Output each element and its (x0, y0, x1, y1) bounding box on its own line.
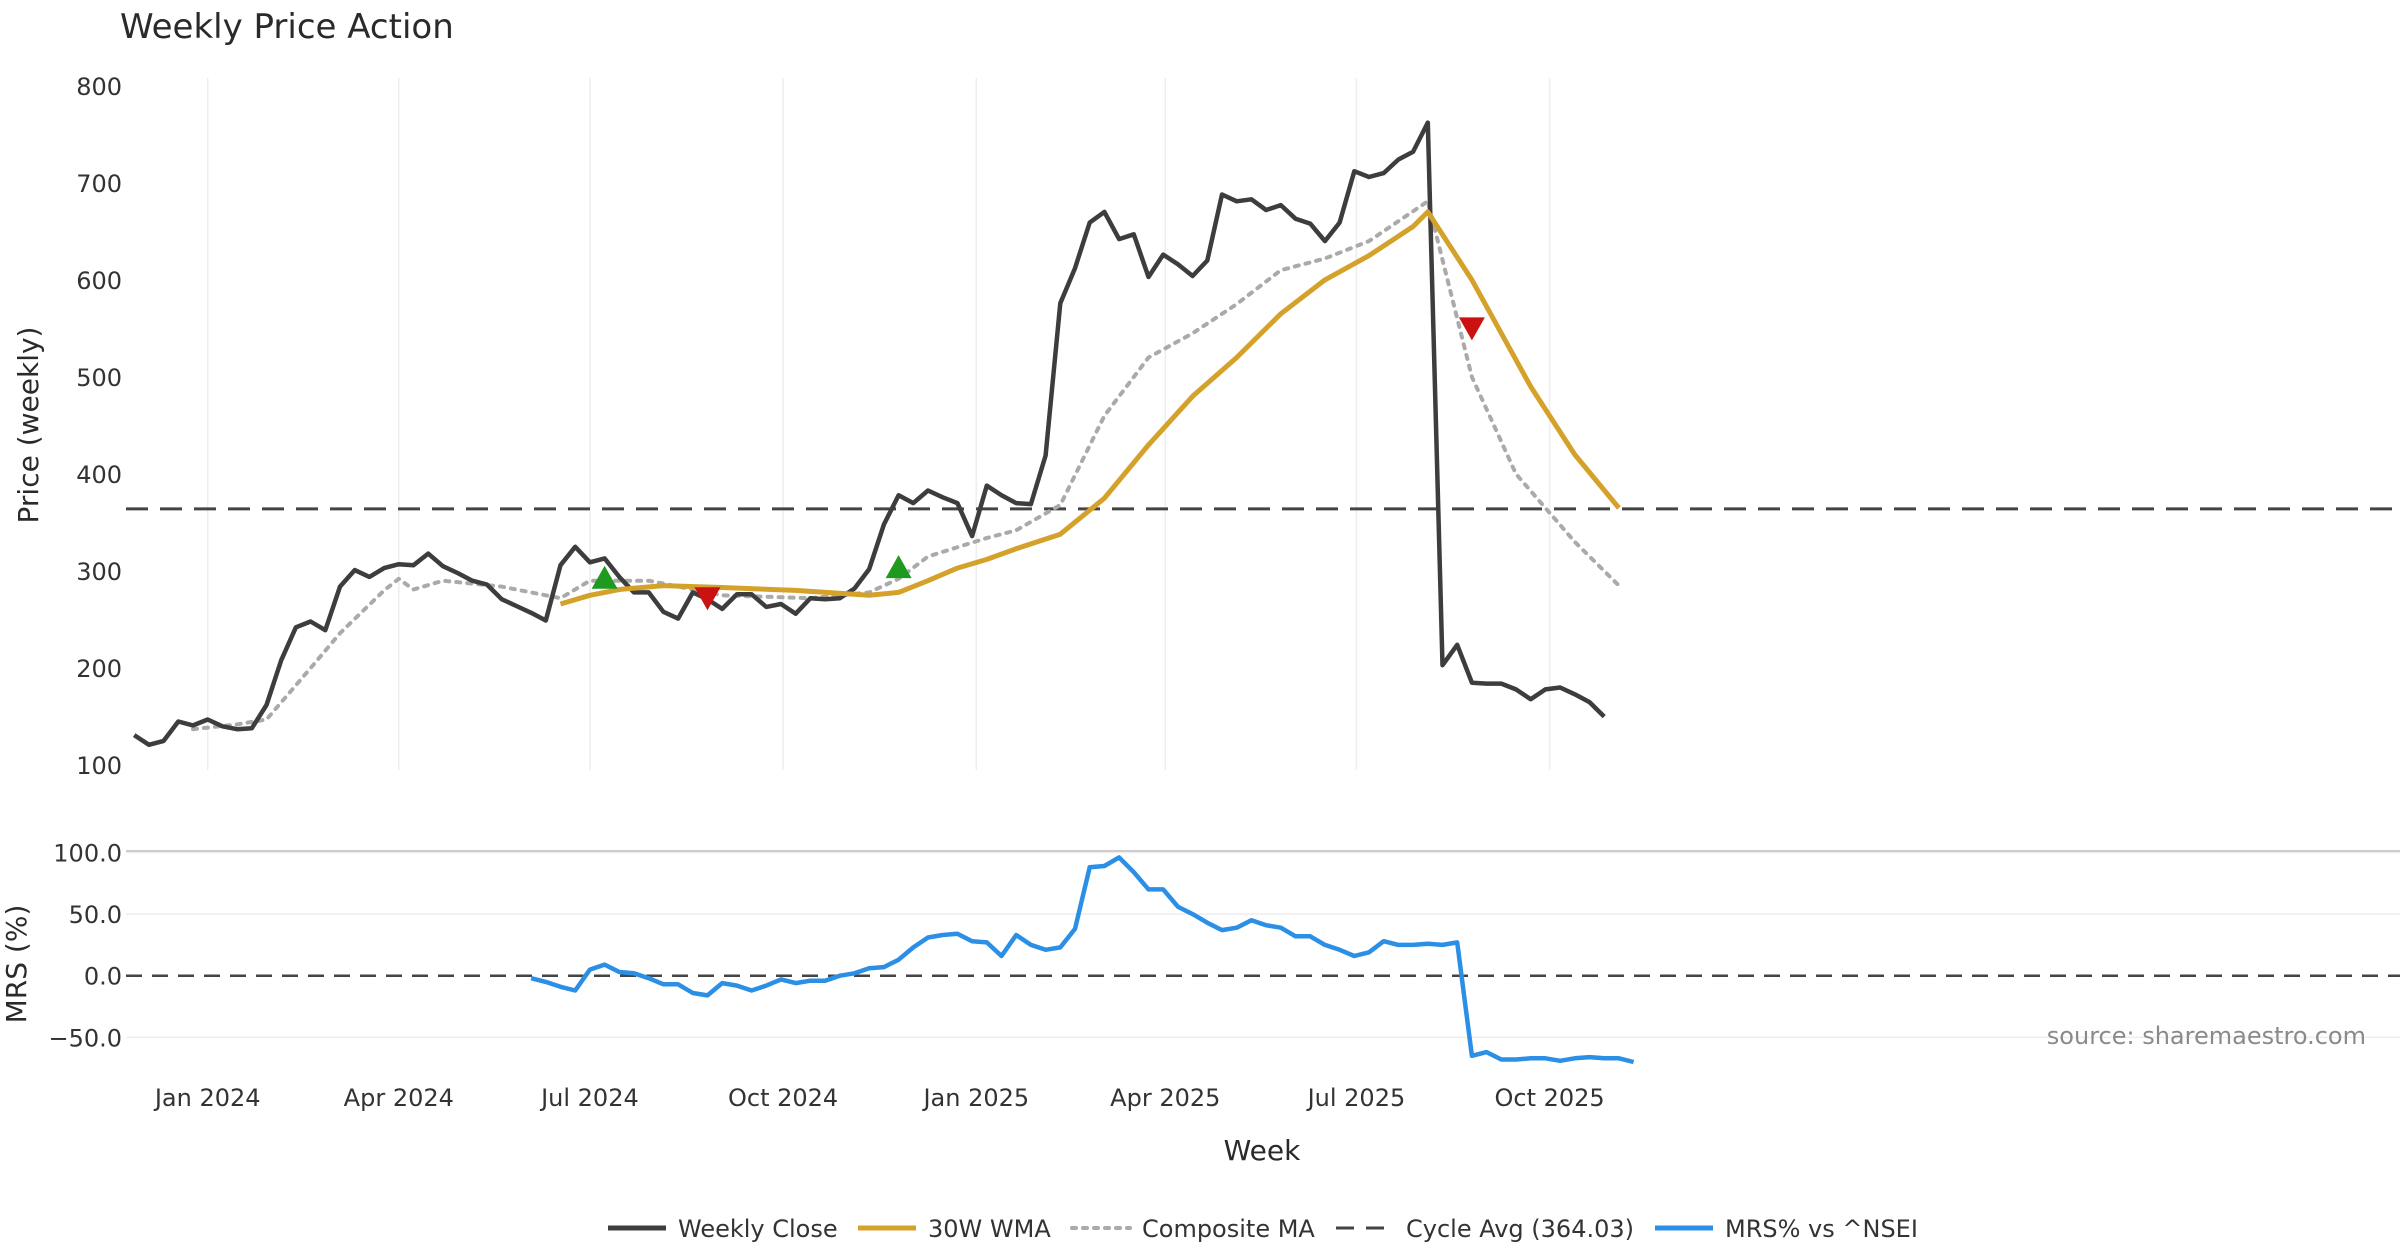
mrs-line (530, 855, 1635, 1065)
mrs-tick-label: 0.0 (84, 963, 122, 991)
price-tick-label: 600 (76, 267, 122, 295)
composite-ma-line (191, 199, 1621, 732)
x-tick-label: Jan 2025 (921, 1084, 1029, 1112)
x-axis-title: Week (1224, 1134, 1301, 1167)
price-tick-label: 800 (76, 73, 122, 101)
weekly-close-line (132, 120, 1606, 748)
x-tick-label: Apr 2025 (1110, 1084, 1220, 1112)
series-layer (126, 120, 2400, 1065)
mrs-axis-title: MRS (%) (0, 905, 33, 1024)
mrs-tick-label: −50.0 (48, 1024, 122, 1052)
price-tick-label: 500 (76, 364, 122, 392)
tick-layer: 100 200 300 400 500 600 700 800 100.0 50.0 0.0 −50.… (48, 73, 1604, 1112)
x-tick-label: Jul 2025 (1306, 1084, 1406, 1112)
price-tick-label: 400 (76, 461, 122, 489)
x-tick-label: Jul 2024 (539, 1084, 639, 1112)
sell-signal-marker (1458, 317, 1485, 341)
buy-signal-marker (591, 565, 618, 589)
mrs-tick-label: 100.0 (53, 839, 122, 867)
marker-layer (591, 317, 1485, 611)
legend-label: 30W WMA (928, 1215, 1051, 1243)
mrs-tick-label: 50.0 (69, 901, 122, 929)
wma-30w-line (559, 209, 1621, 607)
price-tick-label: 700 (76, 170, 122, 198)
price-tick-label: 200 (76, 655, 122, 683)
x-tick-label: Oct 2024 (728, 1084, 838, 1112)
price-tick-label: 100 (76, 752, 122, 780)
source-note: source: sharemaestro.com (2047, 1022, 2366, 1050)
legend-label: MRS% vs ^NSEI (1725, 1215, 1918, 1243)
price-tick-label: 300 (76, 558, 122, 586)
legend-label: Weekly Close (678, 1215, 838, 1243)
price-axis-title: Price (weekly) (12, 327, 45, 524)
legend-label: Composite MA (1142, 1215, 1315, 1243)
legend-label: Cycle Avg (364.03) (1406, 1215, 1634, 1243)
x-tick-label: Jan 2024 (153, 1084, 261, 1112)
buy-signal-marker (885, 555, 912, 579)
chart-title: Weekly Price Action (120, 7, 454, 47)
x-tick-label: Oct 2025 (1494, 1084, 1604, 1112)
legend: Weekly Close 30W WMA Composite MA Cycle Avg… (608, 1215, 1918, 1243)
x-tick-label: Apr 2024 (344, 1084, 454, 1112)
sell-signal-marker (694, 587, 721, 611)
